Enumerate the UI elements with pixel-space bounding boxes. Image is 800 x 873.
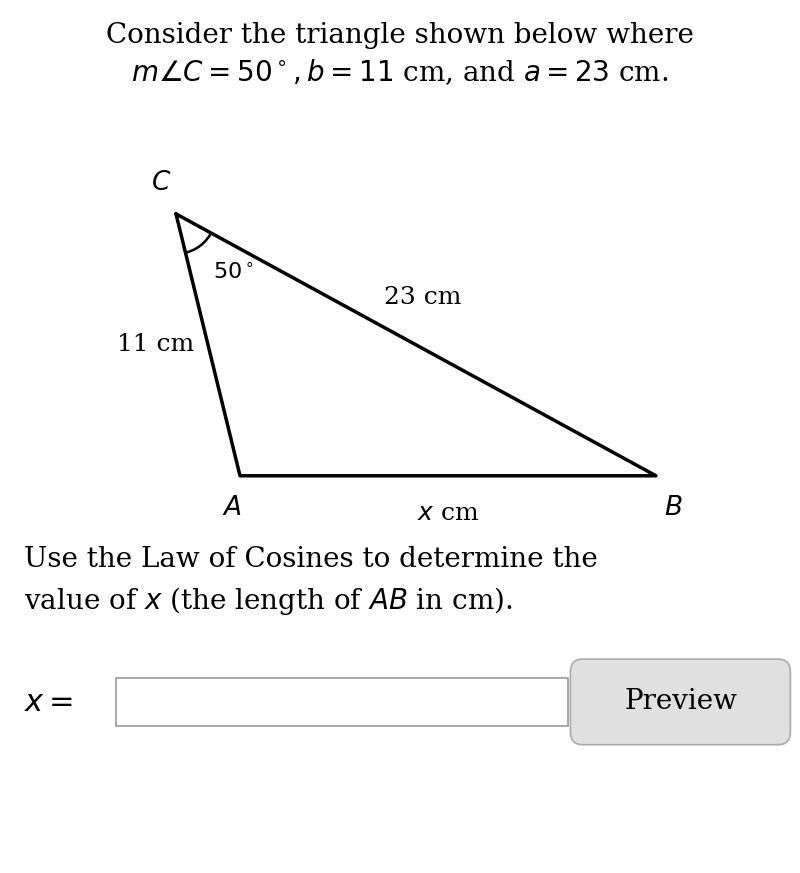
Text: $C$: $C$ — [151, 169, 172, 195]
Text: $50^\circ$: $50^\circ$ — [213, 261, 254, 284]
Text: Preview: Preview — [624, 689, 738, 715]
Text: $x =$: $x =$ — [24, 687, 73, 718]
Text: Use the Law of Cosines to determine the: Use the Law of Cosines to determine the — [24, 546, 598, 573]
Text: $m\angle C = 50^\circ, b = 11$ cm, and $a = 23$ cm.: $m\angle C = 50^\circ, b = 11$ cm, and $… — [131, 57, 669, 86]
Text: 23 cm: 23 cm — [383, 285, 461, 309]
Text: Consider the triangle shown below where: Consider the triangle shown below where — [106, 22, 694, 49]
Text: $B$: $B$ — [664, 495, 683, 520]
Text: value of $x$ (the length of $AB$ in cm).: value of $x$ (the length of $AB$ in cm). — [24, 585, 512, 617]
Text: 11 cm: 11 cm — [118, 333, 194, 356]
Text: $x$ cm: $x$ cm — [417, 502, 479, 525]
Text: $A$: $A$ — [222, 495, 242, 520]
FancyBboxPatch shape — [116, 678, 568, 726]
FancyBboxPatch shape — [570, 659, 790, 745]
